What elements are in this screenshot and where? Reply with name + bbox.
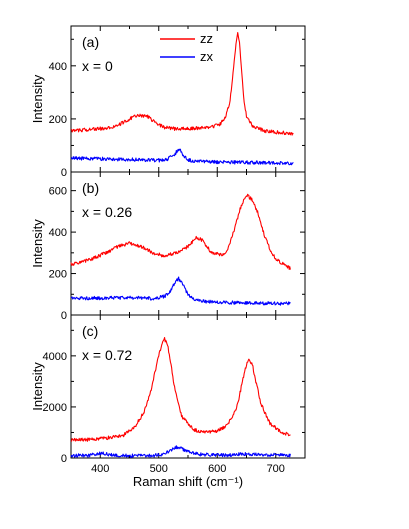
x-tick-label: 600: [208, 463, 226, 475]
y-tick-label: 600: [49, 186, 67, 198]
panel-a: 0 200 400 Intensity (a) x = 0 zz zx: [30, 25, 306, 179]
series-line-zz: [70, 193, 291, 270]
x-axis-title: Raman shift (cm⁻¹): [133, 474, 243, 489]
y-axis-title: Intensity: [30, 74, 45, 123]
panel-label: (a): [82, 34, 99, 50]
composition-annotation: x = 0.72: [82, 347, 132, 363]
panel-label: (b): [82, 180, 99, 196]
y-tick-label: 0: [61, 310, 67, 322]
series-line-zx: [70, 276, 291, 306]
y-tick-label: 2000: [43, 402, 67, 414]
series-line-zx: [70, 148, 294, 166]
legend-label-zz: zz: [200, 31, 213, 46]
composition-annotation: x = 0.26: [82, 204, 132, 220]
series-line-zz: [70, 336, 291, 442]
plot-frame: [70, 25, 306, 173]
y-tick-label: 0: [61, 453, 67, 465]
series-line-zz: [70, 32, 294, 136]
y-tick-label: 400: [49, 61, 67, 73]
panel-b: 0 200 400 600 Intensity (b) x = 0.26: [30, 171, 306, 322]
y-axis-title: Intensity: [30, 219, 45, 268]
series-line-zx: [70, 445, 291, 458]
y-tick-label: 200: [49, 269, 67, 281]
y-tick-label: 200: [49, 114, 67, 126]
x-tick-label: 400: [91, 463, 109, 475]
legend-label-zx: zx: [200, 49, 214, 64]
composition-annotation: x = 0: [82, 58, 113, 74]
plot-frame: [70, 314, 306, 459]
x-tick-label: 500: [150, 463, 168, 475]
panel-c: 0 2000 4000 400 500 600 700 Intensity (c) x = 0.7…: [30, 314, 306, 489]
y-axis-title: Intensity: [30, 362, 45, 411]
x-tick-label: 700: [267, 463, 285, 475]
y-tick-label: 4000: [43, 351, 67, 363]
panel-label: (c): [82, 323, 98, 339]
y-tick-label: 400: [49, 227, 67, 239]
y-tick-label: 0: [61, 167, 67, 179]
